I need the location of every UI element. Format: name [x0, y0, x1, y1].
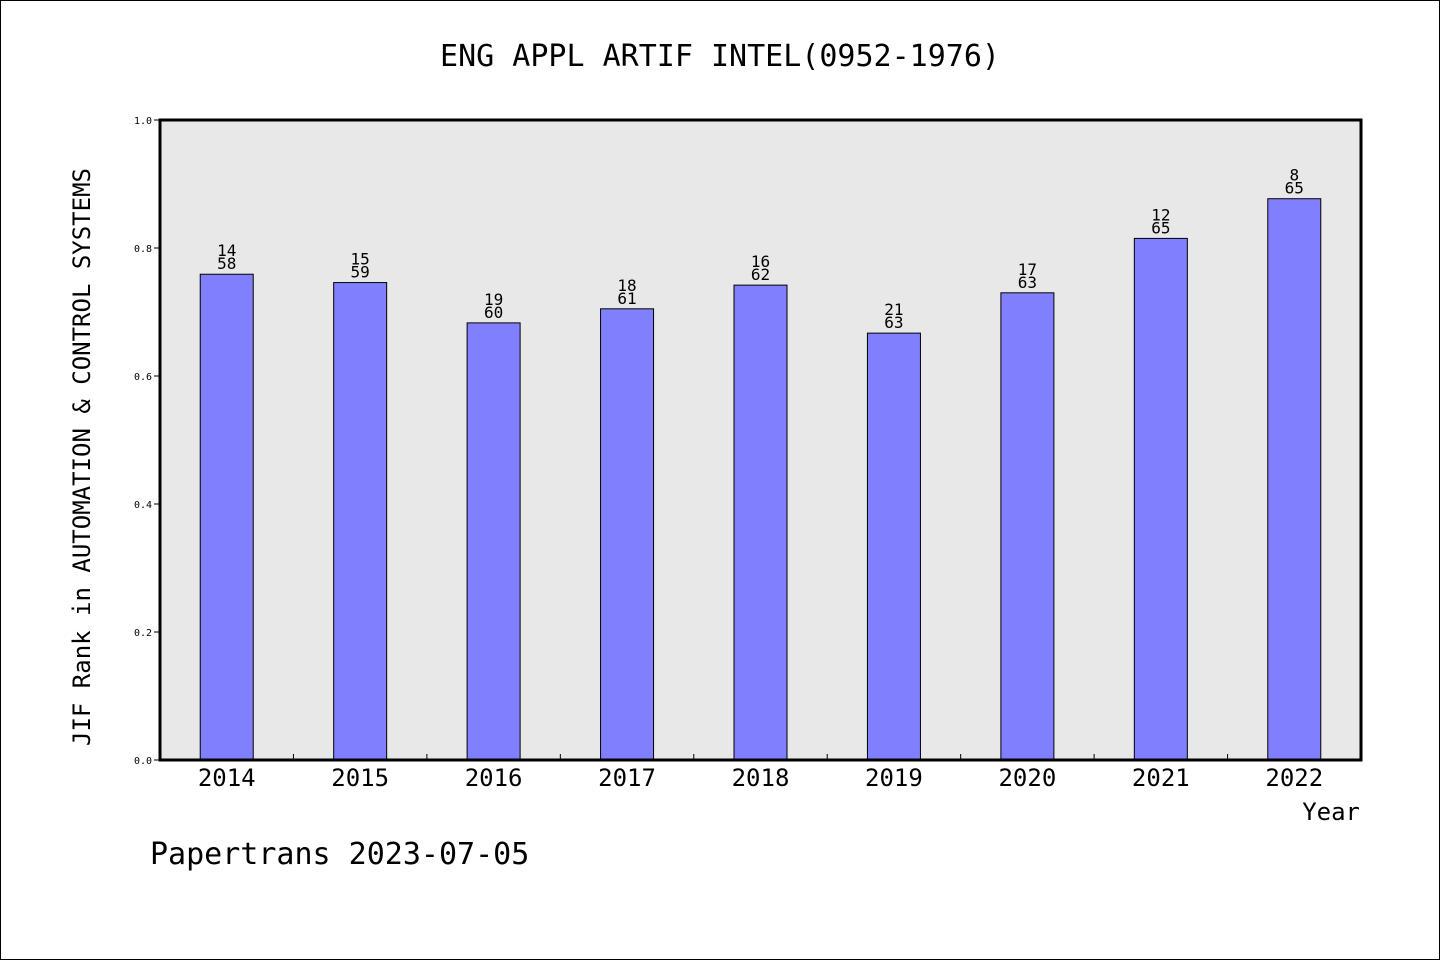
y-tick-label: 1.0 [134, 116, 152, 127]
x-axis-label: Year [1302, 798, 1360, 826]
bar-rank-label: 17 [1018, 260, 1037, 279]
bar-total-label: 62 [751, 265, 770, 284]
y-axis-label: JIF Rank in AUTOMATION & CONTROL SYSTEMS [68, 168, 96, 746]
bar-total-label: 59 [351, 263, 370, 282]
bar-rank-label: 14 [217, 241, 236, 260]
bar-rank-label: 16 [751, 252, 770, 271]
y-tick-label: 0.6 [134, 372, 152, 383]
bar-rank-label: 12 [1151, 205, 1170, 224]
footer-text: Papertrans 2023-07-05 [150, 837, 529, 872]
x-tick-label: 2021 [1132, 764, 1190, 792]
bar-total-label: 61 [617, 289, 636, 308]
bar [1000, 292, 1055, 761]
bar [866, 332, 921, 761]
bar-rank-label: 19 [484, 290, 503, 309]
y-axis: 0.0 0.2 0.4 0.6 0.8 1.0 [134, 116, 160, 767]
x-tick-label: 2022 [1265, 764, 1323, 792]
y-tick-label: 0.8 [134, 244, 152, 255]
bar-total-label: 65 [1151, 218, 1170, 237]
bar-total-label: 65 [1285, 179, 1304, 198]
x-tick-label: 2020 [998, 764, 1056, 792]
bar-rank-label: 18 [617, 276, 636, 295]
y-tick-label: 0.4 [134, 500, 152, 511]
bar [733, 284, 788, 761]
x-tick-label: 2015 [331, 764, 389, 792]
bar-total-label: 63 [1018, 273, 1037, 292]
y-tick-label: 0.0 [134, 756, 152, 767]
bar [600, 308, 655, 761]
bar [199, 273, 254, 761]
x-tick-label: 2017 [598, 764, 656, 792]
bar-rank-label: 15 [351, 250, 370, 269]
bar-total-label: 63 [884, 313, 903, 332]
bar-rank-label: 8 [1289, 166, 1299, 185]
x-tick-label: 2019 [865, 764, 923, 792]
bar [1267, 198, 1322, 761]
y-tick-label: 0.2 [134, 628, 152, 639]
chart-title: ENG APPL ARTIF INTEL(0952-1976) [440, 39, 1000, 74]
bar-total-label: 58 [217, 254, 236, 273]
x-axis: 2014 2015 2016 2017 2018 2019 2020 2021 2022 [198, 754, 1323, 792]
x-tick-label: 2014 [198, 764, 256, 792]
bar [466, 322, 521, 761]
bar [333, 282, 388, 761]
x-tick-label: 2018 [732, 764, 790, 792]
x-tick-label: 2016 [465, 764, 523, 792]
bar-total-label: 60 [484, 303, 503, 322]
plot-border [158, 118, 1363, 762]
bar [1133, 237, 1188, 761]
bar-rank-label: 21 [884, 300, 903, 319]
